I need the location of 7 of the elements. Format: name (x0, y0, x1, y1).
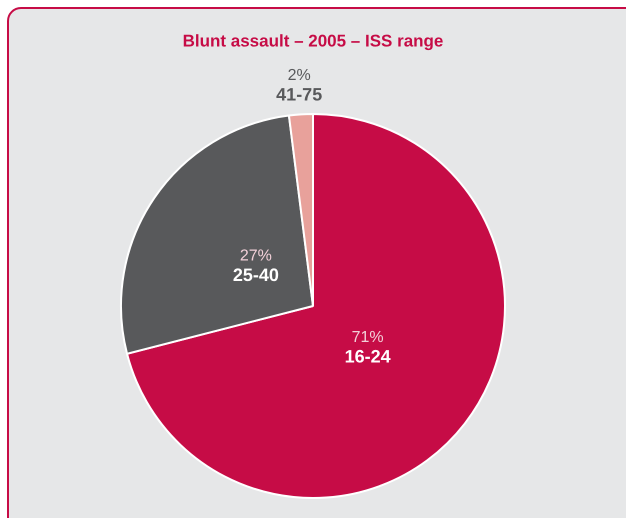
slice-label: 41-75 (276, 84, 322, 104)
chart-title: Blunt assault – 2005 – ISS range (182, 32, 444, 51)
data-label: 71% (352, 328, 384, 346)
slice-label: 16-24 (344, 346, 391, 366)
data-label: 2% (288, 66, 311, 84)
data-label: 27% (240, 248, 272, 265)
slice-label: 25-40 (232, 265, 279, 286)
